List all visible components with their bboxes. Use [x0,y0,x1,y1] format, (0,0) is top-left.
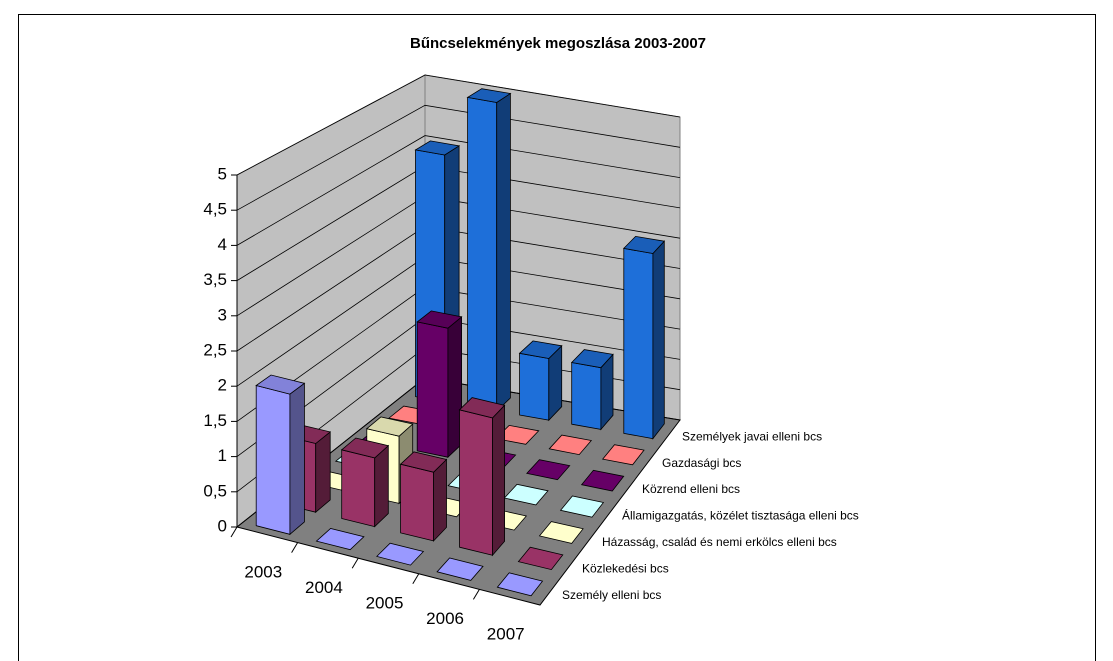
bar [466,88,512,412]
bar-front [623,247,654,440]
y-tick-label: 4,5 [203,200,227,219]
x-tick [291,542,299,553]
bar [503,483,549,506]
bar-top [503,483,549,506]
bar [526,459,571,481]
bar-front [400,463,435,542]
bar [538,521,584,544]
bar [255,374,306,536]
bar [399,451,448,542]
grid-line [236,104,681,211]
y-tick-label: 3 [218,305,227,324]
bar [580,469,625,492]
x-tick [230,526,238,538]
bar-top [416,310,463,329]
series-label: Gazdasági bcs [662,456,741,470]
y-tick-label: 1,5 [203,411,227,430]
bar-front [571,362,602,430]
series-label: Házasság, család és nemi erkölcs elleni … [602,535,837,549]
x-tick-label: 2005 [366,593,404,612]
bar [416,310,463,459]
bar-side [492,404,506,557]
x-tick-label: 2007 [487,625,525,644]
grid-line [236,74,681,176]
bar-side [652,240,665,440]
bar-top [580,469,625,492]
bar-top [399,451,448,473]
bar-side [374,444,389,528]
bar [458,397,506,557]
bar-front [341,449,376,528]
bar [436,557,484,581]
bar [315,528,365,551]
y-tick-label: 0,5 [203,481,227,500]
bar [570,349,614,431]
bar-front [519,352,550,421]
x-tick [351,557,359,569]
series-label: Személy elleni bcs [562,588,661,602]
bar-front [416,321,449,458]
y-tick-label: 2,5 [203,340,227,359]
bar [559,495,605,518]
bar-top [622,235,666,254]
bar-front [467,96,498,412]
bar [340,437,390,528]
bar-top [376,542,425,566]
series-label: Államigazgatás, közélet tisztasága ellen… [622,508,859,523]
bar [376,542,425,566]
bar-top [458,397,506,419]
y-tick-label: 1 [218,446,227,465]
bar-top [518,340,563,359]
bar-top [365,416,414,437]
bar [517,546,564,571]
y-tick-label: 2 [218,376,227,395]
bar [518,340,563,422]
bar [548,434,593,456]
bar-side [433,458,447,542]
bar-side [496,92,511,412]
y-tick-label: 4 [218,235,227,254]
bar-top [436,557,484,581]
bar-side [289,382,305,536]
bar [622,235,666,440]
bar-top [538,521,584,544]
y-tick-label: 0 [218,516,227,535]
bar-top [517,546,564,571]
grid-line [236,135,681,246]
y-tick-label: 5 [218,164,227,183]
bar-top [414,140,461,156]
x-tick [472,589,480,600]
bar-top [315,528,365,551]
bar-top [570,349,614,369]
y-tick-label: 3,5 [203,270,227,289]
series-label: Személyek javai elleni bcs [682,429,822,443]
bar-top [601,444,645,466]
bar-side [315,431,331,514]
x-tick-label: 2004 [305,578,343,597]
bar [601,444,645,466]
bar-top [496,572,544,597]
bar-top [548,434,593,456]
chart-title: Bűncselekmények megoszlása 2003-2007 [410,35,706,52]
bar-front [255,384,291,535]
bar-top [255,374,306,395]
x-tick-label: 2006 [426,609,464,628]
bar [496,572,544,597]
bar-top [559,495,605,518]
bar-front [459,409,493,556]
bar-top [466,88,512,103]
series-label: Közlekedési bcs [582,562,669,576]
bar-top [340,437,390,459]
x-tick [412,573,420,585]
bar-top [526,459,571,481]
x-tick-label: 2003 [244,562,282,581]
series-label: Közrend elleni bcs [642,482,740,496]
